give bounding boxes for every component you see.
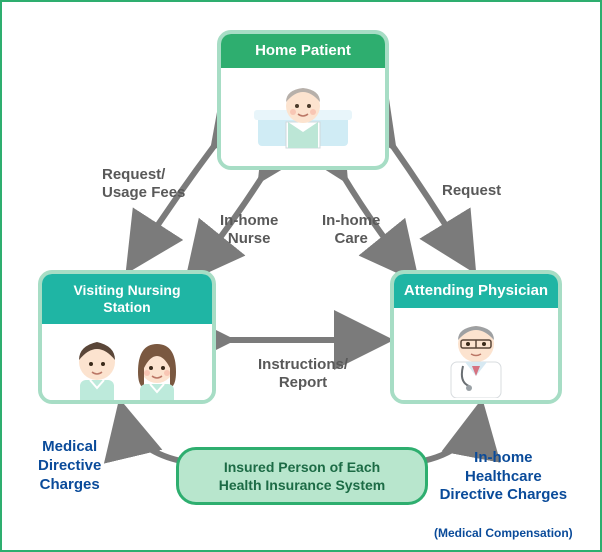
- node-nursing-header: Visiting Nursing Station: [42, 274, 212, 324]
- edge-label-inhome-care: In-home Care: [322, 212, 380, 248]
- node-nursing-label: Visiting Nursing Station: [73, 282, 180, 315]
- charge-inhome-text: In-home Healthcare Directive Charges: [440, 449, 568, 504]
- node-home-patient-body: [221, 68, 385, 164]
- node-home-patient-header: Home Patient: [221, 34, 385, 68]
- charge-inhome-sub: (Medical Compensation): [434, 526, 573, 540]
- nurses-icon: [52, 332, 202, 404]
- charge-inhome-healthcare: In-home Healthcare Directive Charges (Me…: [434, 430, 573, 543]
- edge-label-request: Request: [442, 182, 501, 200]
- insured-pill: Insured Person of Each Health Insurance …: [176, 447, 428, 505]
- patient-icon: [248, 76, 358, 156]
- physician-icon: [421, 316, 531, 398]
- node-physician-header: Attending Physician: [394, 274, 558, 308]
- node-physician-body: [394, 308, 558, 404]
- node-physician: Attending Physician: [390, 270, 562, 404]
- node-home-patient: Home Patient: [217, 30, 389, 170]
- node-nursing-body: [42, 324, 212, 404]
- node-nursing-station: Visiting Nursing Station: [38, 270, 216, 404]
- diagram-canvas: Home Patient Visiting Nursing Station: [0, 0, 602, 552]
- edge-label-inhome-nurse: In-home Nurse: [220, 212, 278, 248]
- charge-medical-directive: Medical Directive Charges: [38, 438, 101, 494]
- node-home-patient-label: Home Patient: [255, 42, 351, 59]
- edge-label-request-fees: Request/ Usage Fees: [102, 166, 185, 202]
- edge-label-instructions: Instructions/ Report: [258, 356, 348, 392]
- node-physician-label: Attending Physician: [404, 282, 548, 299]
- insured-pill-label: Insured Person of Each Health Insurance …: [219, 459, 386, 493]
